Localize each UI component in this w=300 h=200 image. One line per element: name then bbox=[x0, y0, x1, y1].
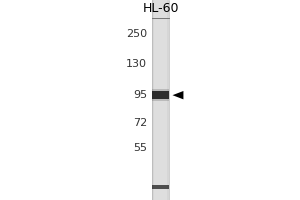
Text: 130: 130 bbox=[126, 59, 147, 69]
Text: HL-60: HL-60 bbox=[142, 2, 179, 15]
Bar bbox=[152, 185, 169, 189]
Bar bbox=[154, 0, 167, 200]
Bar bbox=[152, 89, 169, 91]
Polygon shape bbox=[172, 91, 183, 99]
Text: 72: 72 bbox=[133, 118, 147, 128]
Bar bbox=[152, 0, 169, 200]
Text: 250: 250 bbox=[126, 29, 147, 39]
Text: 55: 55 bbox=[133, 143, 147, 153]
Text: 95: 95 bbox=[133, 90, 147, 100]
Bar bbox=[152, 91, 169, 99]
Bar bbox=[152, 99, 169, 101]
